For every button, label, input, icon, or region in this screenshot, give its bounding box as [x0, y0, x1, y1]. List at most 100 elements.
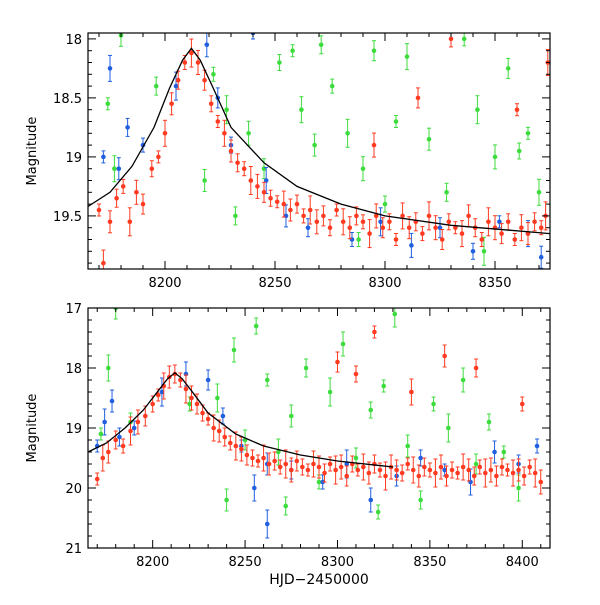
top-red-point: [281, 190, 287, 218]
top-x-tick-label: 8300: [368, 276, 401, 291]
top-red-point: [228, 139, 234, 163]
bottom-green-point: [381, 379, 386, 393]
bottom-red-point: [372, 454, 377, 474]
bottom-red-point: [449, 461, 455, 479]
top-red-point: [519, 214, 524, 242]
top-green-point: [516, 142, 522, 160]
top-green-point: [536, 178, 542, 206]
top-red-point: [479, 232, 485, 247]
top-blue-point: [349, 232, 355, 247]
top-blue-point: [140, 137, 146, 153]
bottom-green-point: [242, 429, 248, 451]
top-y-tick-label: 18.5: [53, 92, 82, 107]
bottom-red-point: [477, 459, 483, 475]
top-red-point: [101, 249, 106, 269]
top-data-layer: [88, 33, 550, 269]
top-red-point: [340, 208, 346, 236]
bottom-green-point: [283, 496, 289, 516]
top-red-point: [114, 188, 119, 208]
bottom-red-point: [233, 431, 239, 461]
top-red-point: [512, 233, 518, 246]
bottom-data-layer: [88, 308, 544, 539]
bottom-red-point: [316, 455, 322, 479]
bottom-x-tick-label: 8300: [321, 555, 354, 570]
top-red-point: [156, 150, 161, 164]
bottom-green-point: [253, 317, 259, 335]
top-red-point: [371, 132, 377, 158]
top-red-point: [140, 193, 146, 215]
top-green-point: [475, 95, 480, 125]
top-blue-point: [497, 215, 502, 229]
bottom-red-point: [128, 416, 133, 446]
bottom-panel: 8200 8250 8300 8350 8400 17 18 19 20 21 Magnitude…: [25, 302, 551, 588]
bottom-red-point: [466, 458, 471, 482]
top-blue-point: [263, 167, 269, 194]
bottom-blue-point: [492, 440, 497, 464]
bottom-red-point: [100, 444, 106, 472]
top-red-point: [459, 220, 465, 248]
top-x-tick-label: 8350: [478, 276, 511, 291]
bottom-red-point: [460, 453, 466, 481]
top-green-point: [371, 40, 377, 62]
top-blue-point: [378, 207, 383, 237]
bottom-green-point: [418, 490, 423, 510]
top-red-point: [466, 204, 471, 228]
top-red-point: [222, 119, 227, 147]
top-model-curve: [88, 47, 550, 235]
top-red-point: [294, 194, 300, 214]
bottom-y-tick-label: 20: [65, 482, 82, 497]
bottom-blue-point: [252, 474, 257, 502]
top-green-point: [444, 182, 449, 202]
top-green-point: [360, 156, 366, 182]
bottom-axes: 8200 8250 8300 8350 8400 17 18 19 20 21: [65, 302, 551, 570]
top-red-point: [426, 201, 432, 231]
top-blue-point: [204, 33, 210, 58]
top-green-point: [525, 126, 531, 140]
bottom-red-point: [366, 461, 372, 485]
bottom-red-point: [277, 459, 283, 475]
bottom-red-point: [305, 463, 311, 477]
top-red-point: [373, 203, 379, 229]
bottom-blue-point: [418, 449, 423, 467]
bottom-green-point: [106, 354, 111, 382]
top-green-point: [492, 144, 498, 170]
top-red-point: [413, 212, 419, 232]
top-y-axis-label: Magnitude: [25, 117, 40, 186]
top-green-point: [461, 33, 467, 47]
bottom-green-point: [431, 396, 436, 412]
bottom-y-axis-label: Magnitude: [25, 394, 40, 463]
bottom-red-point: [335, 351, 340, 373]
bottom-x-tick-label: 8250: [229, 555, 262, 570]
top-blue-point: [283, 204, 289, 228]
top-red-point: [169, 92, 174, 116]
bottom-red-point: [353, 365, 359, 383]
bottom-red-point: [211, 414, 216, 442]
bottom-blue-point: [159, 377, 165, 407]
bottom-red-point: [473, 358, 479, 378]
top-blue-point: [305, 218, 311, 238]
bottom-green-point: [224, 488, 229, 512]
top-red-point: [134, 179, 139, 205]
bottom-blue-point: [205, 369, 211, 391]
top-green-point: [382, 195, 388, 213]
bottom-red-point: [494, 465, 499, 487]
bottom-green-point: [405, 434, 411, 458]
top-blue-point: [101, 150, 106, 164]
top-blue-point: [107, 54, 113, 82]
bottom-y-tick-label: 17: [65, 302, 82, 317]
bottom-red-point: [222, 427, 228, 447]
bottom-red-point: [120, 438, 126, 454]
top-green-point: [505, 57, 511, 79]
bottom-green-point: [264, 373, 270, 387]
bottom-red-point: [178, 372, 183, 388]
top-y-tick-label: 19.5: [53, 210, 82, 225]
bottom-green-point: [460, 367, 466, 393]
bottom-red-point: [410, 456, 416, 484]
top-red-point: [327, 219, 333, 237]
top-red-point: [499, 223, 504, 245]
top-green-point: [224, 95, 229, 125]
top-green-point: [202, 169, 207, 192]
top-blue-point: [116, 157, 122, 181]
top-green-point: [290, 44, 295, 58]
bottom-red-point: [372, 325, 377, 339]
